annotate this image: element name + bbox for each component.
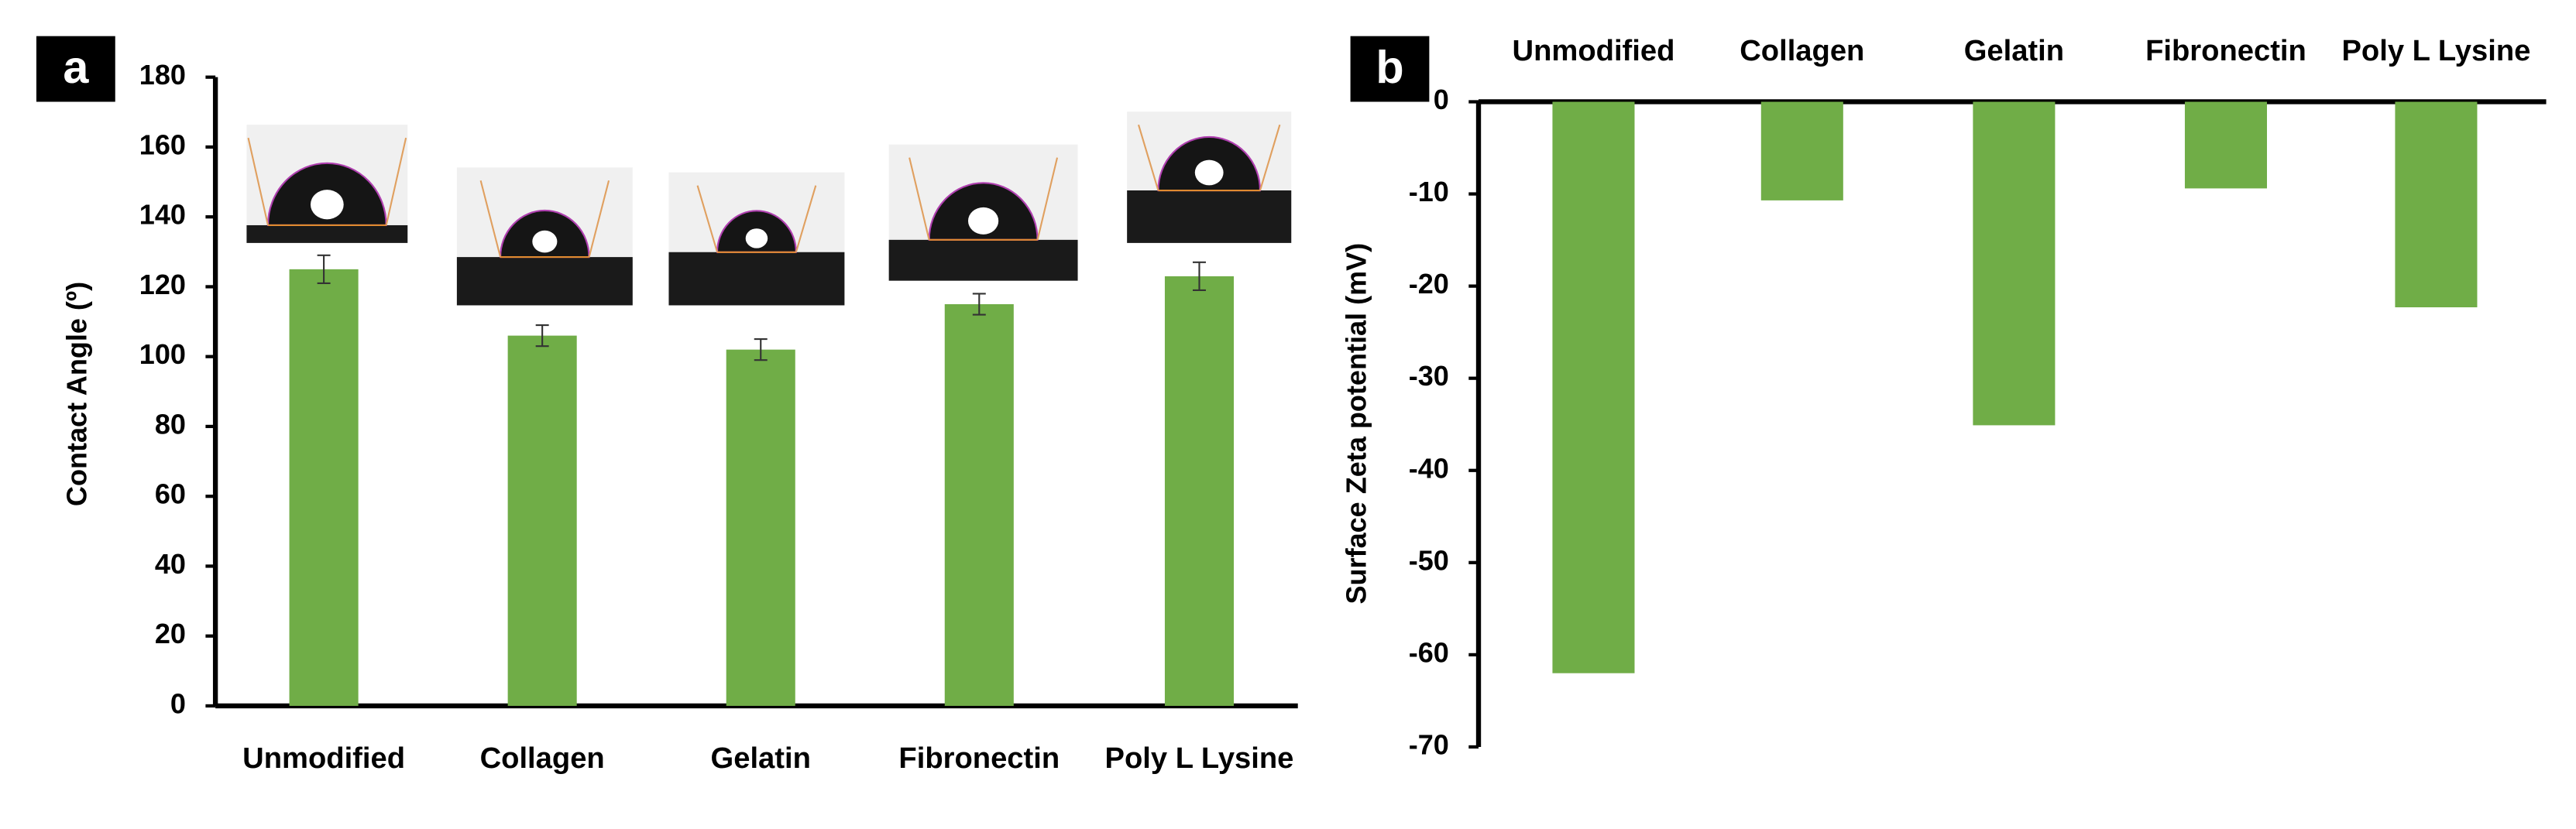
y-tick-label: 160 xyxy=(139,128,186,160)
x-tick-label: Poly L Lysine xyxy=(2341,34,2530,67)
error-bar xyxy=(317,254,331,284)
error-bar xyxy=(754,338,768,361)
y-tick-label: 20 xyxy=(155,618,186,649)
x-tick-label: Collagen xyxy=(1740,34,1864,67)
substrate xyxy=(246,224,408,243)
tangent xyxy=(588,180,610,258)
panel-label: b xyxy=(1376,41,1403,93)
droplet-image xyxy=(888,144,1078,281)
y-tick-label: 0 xyxy=(1434,84,1449,115)
y-tick-label: 0 xyxy=(170,687,186,719)
y-tick-label: -60 xyxy=(1409,636,1449,668)
tangent xyxy=(1137,124,1159,191)
tangent xyxy=(479,180,502,258)
x-tick-label: Gelatin xyxy=(711,742,811,775)
tangent xyxy=(247,137,270,226)
tangent xyxy=(385,137,407,226)
y-tick-label: 80 xyxy=(155,408,186,440)
bar xyxy=(726,349,795,706)
y-tick-label: 140 xyxy=(139,199,186,231)
droplet-highlight xyxy=(745,228,768,248)
substrate xyxy=(456,257,633,306)
y-tick-label: 120 xyxy=(139,269,186,300)
droplet-image xyxy=(668,172,845,306)
x-tick-label: Unmodified xyxy=(1513,34,1675,67)
bar xyxy=(507,335,577,706)
x-tick-label: Gelatin xyxy=(1964,34,2064,67)
y-tick-label: -20 xyxy=(1409,268,1449,300)
y-axis-title: Contact Angle (º) xyxy=(61,282,93,506)
x-tick-label: Unmodified xyxy=(242,742,405,775)
x-tick-label: Fibronectin xyxy=(898,742,1060,775)
bar xyxy=(1973,101,2056,426)
y-tick-label: -40 xyxy=(1409,452,1449,484)
y-tick-label: -70 xyxy=(1409,728,1449,760)
y-tick-label: -10 xyxy=(1409,176,1449,207)
bar xyxy=(2184,101,2267,189)
substrate xyxy=(888,239,1078,281)
y-tick-label: 100 xyxy=(139,338,186,370)
x-tick-label: Collagen xyxy=(480,742,605,775)
droplet-image xyxy=(1127,111,1292,243)
error-bar xyxy=(535,324,549,348)
error-bar xyxy=(1192,261,1206,292)
x-tick-label: Fibronectin xyxy=(2145,34,2306,67)
droplet-image xyxy=(456,167,633,306)
droplet-highlight xyxy=(532,230,558,253)
panel-label: a xyxy=(63,41,89,93)
y-tick-label: -30 xyxy=(1409,360,1449,392)
substrate xyxy=(668,252,845,306)
y-axis-title: Surface Zeta potential (mV) xyxy=(1341,243,1372,605)
bar xyxy=(1164,276,1235,706)
y-tick-label: 180 xyxy=(139,59,186,91)
bar xyxy=(1552,101,1635,673)
tangent xyxy=(908,157,930,241)
tangent xyxy=(696,185,719,253)
panel-label-box xyxy=(1350,36,1430,102)
droplet-highlight xyxy=(1194,159,1224,186)
tangent xyxy=(795,185,817,253)
y-tick-label: -50 xyxy=(1409,544,1449,576)
droplet-highlight xyxy=(967,207,999,235)
tangent xyxy=(1259,124,1281,191)
y-tick-label: 40 xyxy=(155,548,186,580)
bar xyxy=(1760,101,1843,200)
y-tick-label: 60 xyxy=(155,478,186,510)
substrate xyxy=(1127,190,1292,243)
tangent xyxy=(1036,157,1059,241)
bar xyxy=(289,269,359,706)
x-tick-label: Poly L Lysine xyxy=(1105,742,1294,775)
panel-label-box xyxy=(36,36,115,102)
error-bar xyxy=(972,293,986,316)
bar xyxy=(2395,101,2478,308)
bar xyxy=(944,303,1014,706)
droplet-highlight xyxy=(310,190,344,220)
droplet-image xyxy=(246,125,408,243)
